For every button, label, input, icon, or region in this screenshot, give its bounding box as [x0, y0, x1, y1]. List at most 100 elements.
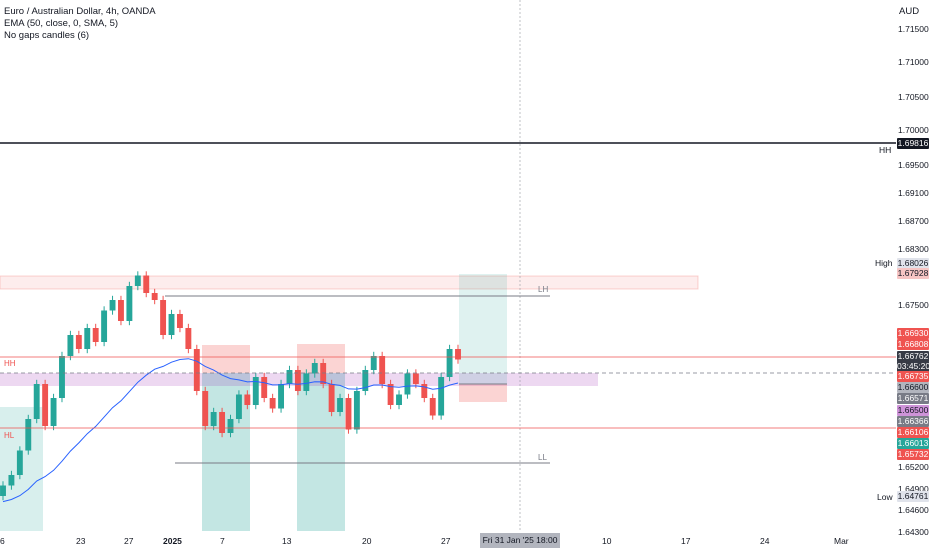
candle-body: [337, 398, 343, 412]
candle-body: [412, 373, 419, 384]
price-axis-label: 1.64900: [898, 484, 929, 494]
candle-body: [328, 384, 335, 412]
hl-zone-label: HL: [4, 431, 15, 440]
candle-body: [320, 363, 327, 384]
candle-body: [67, 335, 74, 356]
time-axis-label: 7: [220, 536, 225, 546]
price-axis-label: 1.69500: [898, 160, 929, 170]
candle-body: [134, 275, 141, 286]
time-axis-label: 20: [362, 536, 372, 546]
candle-body: [438, 377, 445, 416]
high-side-label: High: [875, 258, 893, 268]
price-axis-label: 1.64600: [898, 505, 929, 515]
chart-legend: Euro / Australian Dollar, 4h, OANDA EMA …: [4, 6, 156, 42]
price-axis-label: 1.68300: [898, 244, 929, 254]
candle-body: [16, 450, 23, 475]
candle-body: [269, 398, 276, 409]
price-tag: 1.66106: [897, 427, 929, 438]
overlays: [0, 0, 896, 531]
price-tag: 1.66600: [897, 382, 929, 393]
lh-label: LH: [538, 285, 549, 294]
candle-body: [379, 356, 386, 384]
price-tag: 1.66013: [897, 438, 929, 449]
candle-body: [8, 475, 15, 486]
price-axis-label: 1.67500: [898, 300, 929, 310]
candle-body: [396, 394, 402, 405]
low-side-label: Low: [877, 492, 893, 502]
candle-body: [261, 377, 268, 398]
candle-body: [353, 391, 360, 430]
gaps-indicator-label[interactable]: No gaps candles (6): [4, 30, 90, 41]
candle-body: [0, 485, 6, 496]
time-axis-label: 27: [441, 536, 451, 546]
supply-zone: [202, 345, 250, 373]
price-axis-label: 1.70000: [898, 125, 929, 135]
price-tag: 1.68026: [897, 258, 929, 269]
ema-indicator-label[interactable]: EMA (50, close, 0, SMA, 5): [4, 18, 119, 29]
time-axis-label: 23: [76, 536, 86, 546]
symbol-title[interactable]: Euro / Australian Dollar, 4h, OANDA: [4, 6, 156, 17]
candle-body: [303, 373, 310, 391]
candle-body: [151, 293, 158, 300]
candle-body: [370, 356, 377, 370]
candle-body: [210, 412, 217, 426]
candle-body: [92, 328, 99, 342]
price-tag: 1.66500: [897, 405, 929, 416]
candle-body: [202, 391, 209, 426]
ll-label: LL: [538, 453, 547, 462]
candle-body: [286, 370, 293, 384]
price-axis-label: 1.65200: [898, 462, 929, 472]
candle-body: [42, 384, 49, 426]
candle-body: [227, 419, 234, 433]
candle-body: [59, 356, 65, 398]
price-tag: 1.66808: [897, 339, 929, 350]
time-axis-label: 10: [602, 536, 612, 546]
price-tag: 1.66366: [897, 416, 929, 427]
candle-body: [75, 335, 82, 349]
time-axis-label: 13: [282, 536, 292, 546]
candle-body: [404, 373, 411, 395]
hh-side-label: HH: [879, 145, 892, 155]
candle-body: [193, 349, 200, 391]
resistance-zone: [0, 275, 699, 290]
price-tag: 1.64761: [897, 491, 929, 502]
candle-body: [429, 398, 436, 416]
time-axis-label: Mar: [834, 536, 849, 546]
candle-body: [84, 328, 91, 349]
candle-body: [311, 363, 318, 374]
candle-body: [362, 370, 369, 391]
price-tag: 1.65732: [897, 449, 929, 460]
price-axis-label: 1.71000: [898, 57, 929, 67]
demand-zone: [202, 373, 250, 531]
candle-body: [118, 300, 124, 321]
target-zone: [459, 274, 507, 384]
time-axis-label: 27: [124, 536, 134, 546]
candle-body: [278, 384, 285, 409]
crosshair-time-tag: Fri 31 Jan '25 18:00: [480, 533, 560, 548]
candle-body: [160, 300, 167, 335]
time-axis-label: 6: [0, 536, 5, 546]
candle-body: [446, 349, 453, 377]
currency-label[interactable]: AUD: [899, 6, 920, 17]
stop-zone: [459, 384, 507, 402]
candle-body: [252, 377, 259, 405]
candle-body: [109, 300, 116, 311]
demand-zone: [297, 373, 345, 531]
hh-zone-label: HH: [4, 359, 16, 368]
candles: [0, 271, 461, 501]
candle-body: [185, 328, 192, 349]
candle-body: [219, 412, 226, 433]
price-tag: 1.69816: [897, 138, 929, 149]
candle-body: [126, 286, 133, 321]
price-tag: 1.66930: [897, 328, 929, 339]
price-tag: 1.66762: [897, 351, 929, 362]
candle-body: [387, 384, 394, 405]
price-axis-label: 1.70500: [898, 92, 929, 102]
time-axis-label: 17: [681, 536, 691, 546]
price-tag: 03:45:20: [897, 361, 931, 372]
candle-body: [50, 398, 57, 426]
price-axis-label: 1.71500: [898, 24, 929, 34]
candle-body: [101, 310, 108, 342]
price-tag: 1.66735: [897, 371, 929, 382]
